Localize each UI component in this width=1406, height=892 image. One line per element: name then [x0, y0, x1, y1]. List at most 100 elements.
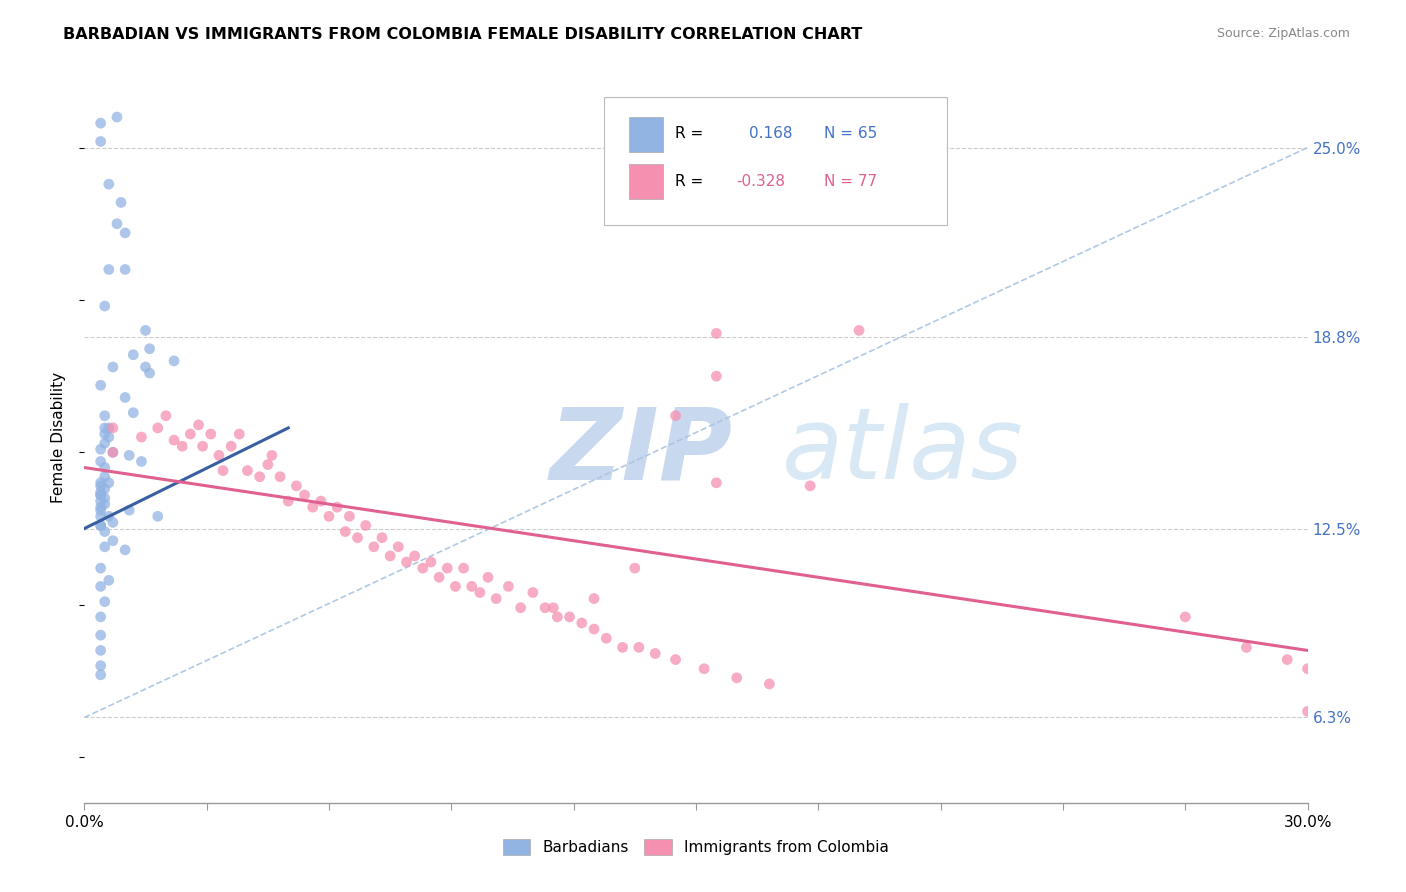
Text: N = 65: N = 65 [824, 126, 877, 141]
Point [146, 509, 169, 524]
Point [665, 409, 688, 423]
Point [90, 509, 112, 524]
Point [90, 475, 112, 490]
Point [101, 516, 124, 530]
Point [93, 497, 115, 511]
Text: N = 77: N = 77 [824, 174, 877, 188]
Point [118, 503, 141, 517]
Point [1296, 705, 1319, 719]
Point [583, 591, 606, 606]
Point [294, 488, 316, 502]
Point [93, 427, 115, 442]
Y-axis label: Female Disability: Female Disability [51, 371, 66, 503]
Point [706, 369, 728, 384]
Point [468, 585, 491, 599]
Point [90, 561, 112, 575]
Point [326, 500, 349, 515]
Point [212, 464, 235, 478]
Text: -0.328: -0.328 [737, 174, 786, 188]
Point [90, 643, 112, 657]
Point [318, 509, 340, 524]
Point [114, 391, 136, 405]
Point [135, 323, 157, 337]
Legend: Barbadians, Immigrants from Colombia: Barbadians, Immigrants from Colombia [496, 833, 896, 861]
Point [93, 421, 115, 435]
Point [93, 491, 115, 505]
Point [155, 409, 177, 423]
Point [101, 359, 124, 374]
Point [277, 494, 299, 508]
Point [90, 454, 112, 468]
Point [228, 427, 250, 442]
Point [90, 658, 112, 673]
Point [90, 518, 112, 533]
Point [90, 442, 112, 457]
Point [131, 454, 153, 468]
Text: 0.168: 0.168 [748, 126, 792, 141]
Point [706, 475, 728, 490]
Point [93, 540, 115, 554]
Point [595, 632, 617, 646]
Text: R =: R = [675, 126, 703, 141]
Point [90, 667, 112, 681]
Point [101, 533, 124, 548]
Point [612, 640, 634, 655]
Point [444, 579, 467, 593]
Point [90, 116, 112, 130]
Text: atlas: atlas [782, 403, 1024, 500]
Point [90, 485, 112, 500]
Point [114, 542, 136, 557]
Point [200, 427, 222, 442]
Point [498, 579, 520, 593]
FancyBboxPatch shape [605, 97, 946, 225]
Point [163, 433, 186, 447]
Point [627, 640, 650, 655]
Point [138, 366, 160, 380]
Text: BARBADIAN VS IMMIGRANTS FROM COLOMBIA FEMALE DISABILITY CORRELATION CHART: BARBADIAN VS IMMIGRANTS FROM COLOMBIA FE… [63, 27, 862, 42]
Point [93, 460, 115, 475]
Point [93, 524, 115, 539]
Point [122, 406, 145, 420]
Point [97, 421, 120, 435]
Point [208, 449, 231, 463]
Point [118, 449, 141, 463]
Text: Source: ZipAtlas.com: Source: ZipAtlas.com [1216, 27, 1350, 40]
Point [90, 488, 112, 502]
Point [371, 531, 394, 545]
Point [725, 671, 748, 685]
Point [93, 594, 115, 608]
Point [236, 464, 259, 478]
Bar [628, 117, 664, 152]
Point [346, 531, 368, 545]
Point [90, 494, 112, 508]
Point [339, 509, 361, 524]
Point [90, 488, 112, 502]
Point [571, 615, 593, 630]
Point [97, 262, 120, 277]
Point [138, 342, 160, 356]
Point [436, 561, 458, 575]
Point [260, 449, 283, 463]
Point [97, 574, 120, 588]
Point [90, 479, 112, 493]
Point [706, 326, 728, 341]
Point [93, 299, 115, 313]
Point [461, 579, 484, 593]
Point [665, 652, 688, 666]
Point [309, 494, 332, 508]
Point [146, 421, 169, 435]
Point [93, 482, 115, 496]
Point [380, 549, 402, 563]
Point [187, 417, 209, 432]
Point [90, 610, 112, 624]
Point [301, 500, 323, 515]
Point [387, 540, 409, 554]
Point [799, 479, 821, 493]
Point [90, 579, 112, 593]
Point [477, 570, 499, 584]
Point [412, 561, 434, 575]
Point [97, 177, 120, 191]
Point [427, 570, 450, 584]
Point [546, 610, 568, 624]
Point [534, 600, 557, 615]
